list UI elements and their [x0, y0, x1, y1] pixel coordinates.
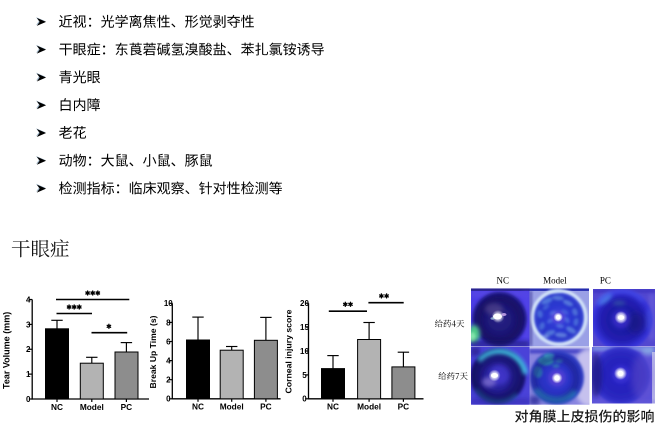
svg-text:Break Up Time (s): Break Up Time (s) — [148, 315, 158, 388]
svg-text:0: 0 — [302, 395, 307, 404]
svg-text:0: 0 — [26, 395, 31, 404]
svg-text:1: 1 — [26, 370, 31, 379]
svg-text:Model: Model — [80, 402, 104, 412]
svg-text:Tear Volume (mm): Tear Volume (mm) — [2, 312, 12, 389]
svg-text:2: 2 — [26, 345, 31, 354]
svg-text:NC: NC — [192, 402, 204, 412]
svg-text:20: 20 — [300, 299, 309, 308]
svg-text:Corneal injury score: Corneal injury score — [284, 309, 294, 393]
svg-text:4: 4 — [166, 357, 171, 366]
svg-text:PC: PC — [260, 402, 272, 412]
svg-text:6: 6 — [166, 337, 171, 346]
svg-text:5: 5 — [302, 371, 307, 380]
svg-text:PC: PC — [121, 402, 133, 412]
svg-text:0: 0 — [166, 395, 171, 404]
svg-text:NC: NC — [327, 402, 339, 412]
svg-text:8: 8 — [166, 318, 171, 327]
svg-text:4: 4 — [26, 295, 31, 304]
svg-text:Model: Model — [543, 276, 567, 286]
svg-text:NC: NC — [51, 402, 63, 412]
svg-text:PC: PC — [600, 276, 611, 286]
svg-text:10: 10 — [300, 347, 309, 356]
svg-text:Model: Model — [220, 402, 244, 412]
svg-text:15: 15 — [300, 323, 309, 332]
svg-text:Model: Model — [357, 402, 381, 412]
svg-text:2: 2 — [166, 376, 171, 385]
svg-text:PC: PC — [398, 402, 410, 412]
svg-text:10: 10 — [164, 299, 173, 308]
svg-text:3: 3 — [26, 320, 31, 329]
svg-text:NC: NC — [497, 276, 510, 286]
